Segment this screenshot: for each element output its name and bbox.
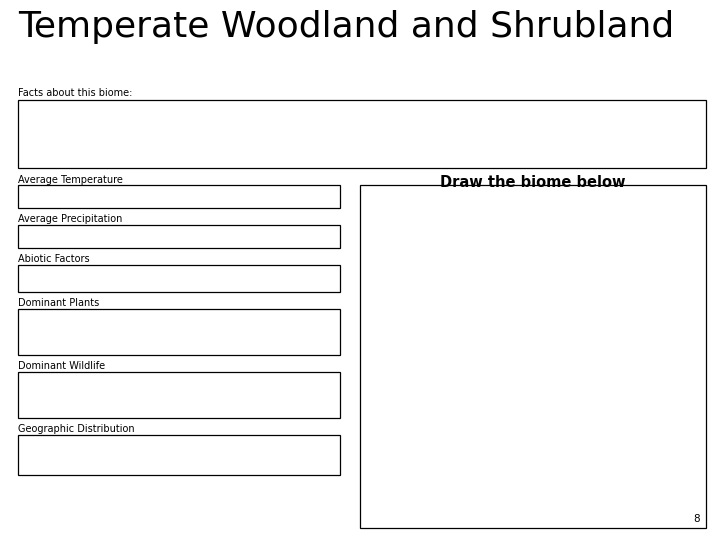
Text: Geographic Distribution: Geographic Distribution: [18, 424, 135, 434]
Bar: [18, 185, 340, 208]
Bar: [18, 309, 340, 355]
Bar: [18, 100, 706, 168]
Bar: [18, 225, 340, 248]
Bar: [18, 372, 340, 418]
Text: Average Precipitation: Average Precipitation: [18, 214, 122, 224]
Text: Abiotic Factors: Abiotic Factors: [18, 254, 89, 264]
Bar: [18, 265, 340, 292]
Text: Facts about this biome:: Facts about this biome:: [18, 88, 132, 98]
Text: Draw the biome below: Draw the biome below: [440, 175, 626, 190]
Bar: [360, 185, 706, 528]
Bar: [18, 435, 340, 475]
Text: 8: 8: [693, 514, 700, 524]
Text: Dominant Plants: Dominant Plants: [18, 298, 99, 308]
Text: Dominant Wildlife: Dominant Wildlife: [18, 361, 105, 371]
Text: Average Temperature: Average Temperature: [18, 175, 123, 185]
Text: Temperate Woodland and Shrubland: Temperate Woodland and Shrubland: [18, 10, 674, 44]
